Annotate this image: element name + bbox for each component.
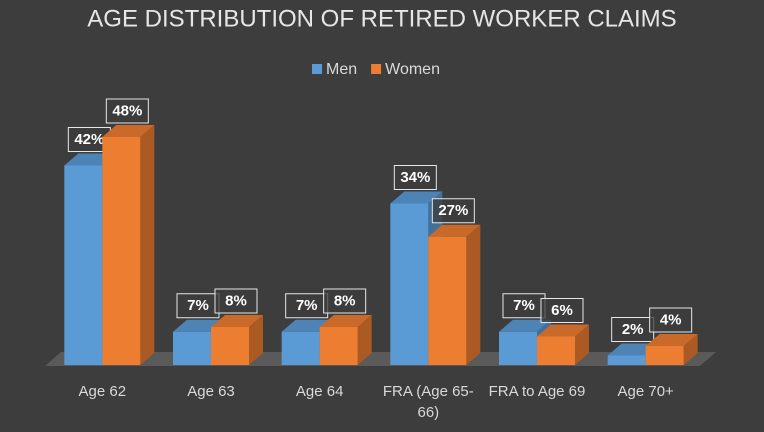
bar-top bbox=[211, 315, 263, 327]
chart-title: AGE DISTRIBUTION OF RETIRED WORKER CLAIM… bbox=[87, 5, 676, 32]
legend-swatch bbox=[312, 64, 322, 74]
data-label: 7% bbox=[513, 297, 535, 314]
bar bbox=[173, 331, 211, 365]
bar-side bbox=[140, 125, 155, 365]
bar-side bbox=[683, 334, 698, 365]
data-label-box bbox=[611, 317, 655, 342]
bar-top bbox=[499, 319, 551, 332]
bar bbox=[607, 355, 646, 365]
bar-side bbox=[249, 315, 263, 365]
data-label: 34% bbox=[400, 169, 430, 186]
legend-swatch bbox=[371, 64, 382, 74]
data-label-box bbox=[323, 288, 367, 314]
bar-group: 4% bbox=[645, 307, 698, 365]
bar bbox=[102, 137, 141, 365]
legend: Men Women bbox=[312, 61, 440, 78]
x-tick-label: FRA (Age 65-66) bbox=[382, 383, 474, 421]
bar-group: 27% bbox=[428, 198, 481, 365]
data-label: 4% bbox=[660, 311, 682, 328]
bar-top bbox=[645, 334, 698, 346]
data-label: 8% bbox=[225, 292, 247, 309]
data-label: 2% bbox=[622, 321, 644, 338]
bar-top bbox=[390, 191, 443, 204]
bar-side bbox=[466, 224, 481, 365]
bar-group: 48% bbox=[102, 98, 155, 365]
bar-top bbox=[319, 315, 372, 327]
data-label-box bbox=[214, 288, 258, 314]
data-label-box bbox=[176, 293, 220, 319]
data-label: 42% bbox=[74, 131, 104, 148]
data-label: 48% bbox=[112, 102, 142, 119]
bar-group: 8% bbox=[319, 288, 372, 365]
bar-side bbox=[357, 315, 372, 365]
x-tick-label: FRA to Age 69 bbox=[488, 383, 586, 400]
data-label-box bbox=[105, 98, 149, 124]
bar bbox=[319, 327, 358, 365]
bar-group: 8% bbox=[211, 288, 263, 365]
bar bbox=[281, 331, 320, 365]
bar bbox=[428, 236, 467, 365]
bar bbox=[499, 331, 537, 365]
data-label: 7% bbox=[296, 297, 318, 314]
x-tick-label: Age 64 bbox=[295, 383, 344, 400]
data-label: 7% bbox=[187, 297, 209, 314]
bar-top bbox=[102, 125, 155, 137]
bar bbox=[390, 203, 429, 365]
bar-group: 6% bbox=[537, 298, 589, 365]
data-label-box bbox=[540, 298, 584, 323]
bar bbox=[64, 165, 103, 365]
bar bbox=[211, 327, 249, 365]
data-label: 6% bbox=[551, 302, 573, 319]
legend-label: Women bbox=[385, 61, 440, 78]
data-label-box bbox=[431, 198, 475, 224]
data-label-box bbox=[285, 293, 329, 319]
bar-side bbox=[575, 324, 589, 365]
bar-group: 7% bbox=[499, 293, 551, 365]
data-label-box bbox=[393, 165, 437, 190]
data-label-box bbox=[502, 293, 546, 319]
bar-top bbox=[537, 324, 589, 337]
legend-label: Men bbox=[326, 61, 357, 78]
bar-top bbox=[428, 224, 481, 237]
data-label-box bbox=[649, 307, 693, 333]
data-label: 8% bbox=[334, 292, 356, 309]
x-tick-label: Age 62 bbox=[78, 383, 127, 400]
bar bbox=[537, 336, 575, 365]
data-label: 27% bbox=[438, 202, 468, 219]
x-tick-label: Age 70+ bbox=[617, 383, 674, 400]
x-tick-label: Age 63 bbox=[187, 383, 235, 400]
bar bbox=[645, 346, 684, 365]
